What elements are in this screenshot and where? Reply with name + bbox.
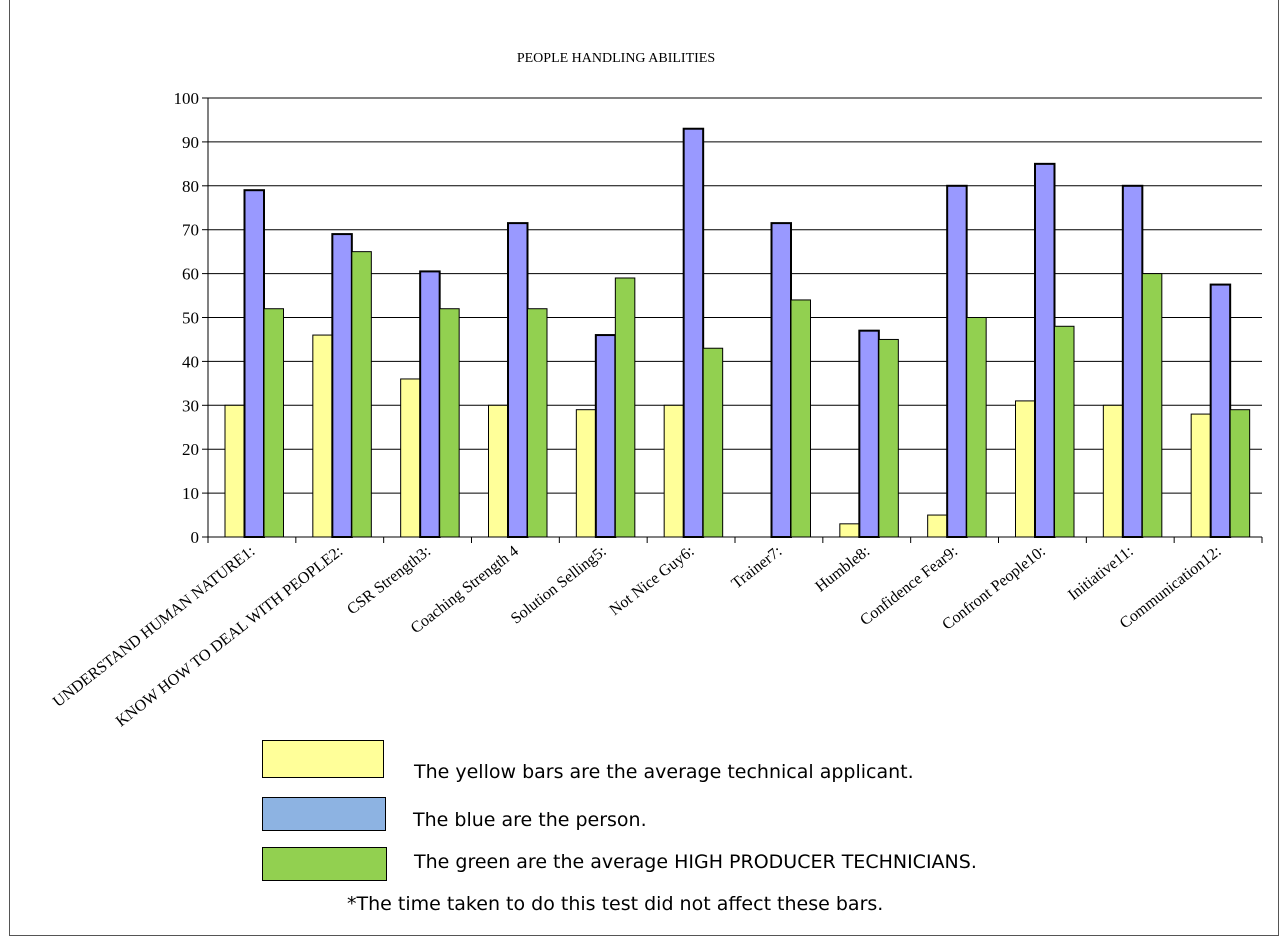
green-bar (1141, 273, 1163, 538)
yellow-bar (575, 409, 597, 538)
x-tick-label: Trainer7: (728, 543, 785, 593)
legend-swatch-blue (262, 797, 386, 831)
green-bar (439, 308, 460, 538)
green-bar (527, 308, 548, 538)
x-tick-labels: UNDERSTAND HUMAN NATURE1:KNOW HOW TO DEA… (50, 543, 1225, 731)
y-tick-label: 0 (191, 528, 200, 547)
yellow-bar (1190, 413, 1212, 538)
y-tick-label: 50 (182, 309, 199, 328)
bars (224, 127, 1251, 539)
yellow-bar (488, 404, 509, 538)
yellow-bar (312, 334, 333, 538)
y-tick-label: 100 (174, 89, 200, 108)
blue-bar (419, 270, 441, 538)
green-bar (614, 277, 636, 538)
blue-bar (507, 222, 529, 539)
y-tick-label: 20 (182, 440, 199, 459)
yellow-bar (1102, 404, 1124, 538)
x-tick-label: Not Nice Guy6: (607, 543, 698, 619)
blue-bar (243, 189, 265, 538)
blue-bar (858, 329, 880, 539)
gridlines (208, 97, 1262, 494)
bar-chart: PEOPLE HANDLING ABILITIES 0 10 20 30 40 50 60 7… (50, 51, 1263, 731)
y-tick-label: 60 (182, 265, 199, 284)
y-tick-labels: 0 10 20 30 40 50 60 70 80 90 100 (174, 89, 200, 547)
axes (202, 97, 1263, 543)
y-tick-label: 40 (182, 352, 199, 371)
yellow-bar (400, 378, 421, 538)
blue-bar (331, 233, 353, 538)
legend-text-yellow: The yellow bars are the average technica… (414, 761, 914, 783)
chart-frame: PEOPLE HANDLING ABILITIES 0 10 20 30 40 50 60 7… (9, 0, 1279, 936)
green-bar (263, 308, 284, 538)
green-bar (966, 317, 987, 538)
legend-swatch-green (262, 847, 387, 881)
yellow-bar (663, 404, 685, 538)
x-tick-label: Solution Selling5: (508, 543, 610, 628)
x-tick-label: CSR Strength3: (344, 543, 434, 619)
green-bar (702, 347, 724, 538)
blue-bar (594, 334, 617, 538)
blue-bar (1034, 162, 1056, 538)
legend-text-green: The green are the average HIGH PRODUCER … (414, 851, 977, 873)
blue-bar (1209, 283, 1232, 539)
blue-bar (682, 127, 705, 538)
green-bar (351, 251, 372, 538)
blue-bar (1121, 184, 1144, 539)
green-bar (878, 338, 899, 538)
legend-note: *The time taken to do this test did not … (347, 893, 884, 915)
y-tick-label: 70 (182, 221, 199, 240)
green-bar (1054, 325, 1075, 538)
yellow-bar (224, 404, 245, 538)
legend-text-blue: The blue are the person. (413, 809, 647, 831)
x-tick-label: Initiative11: (1065, 543, 1137, 604)
green-bar (790, 299, 811, 538)
blue-bar (946, 184, 968, 539)
yellow-bar (1015, 400, 1036, 538)
green-bar (1229, 409, 1251, 538)
x-tick-label: Humble8: (812, 543, 873, 596)
yellow-bar (839, 523, 860, 538)
yellow-bar (927, 514, 948, 538)
y-tick-label: 80 (182, 177, 199, 196)
y-tick-label: 90 (182, 133, 199, 152)
legend-swatch-yellow (262, 740, 384, 778)
y-tick-label: 30 (182, 396, 199, 415)
blue-bar (770, 222, 792, 539)
y-tick-label: 10 (182, 484, 199, 503)
chart-title: PEOPLE HANDLING ABILITIES (517, 51, 715, 66)
